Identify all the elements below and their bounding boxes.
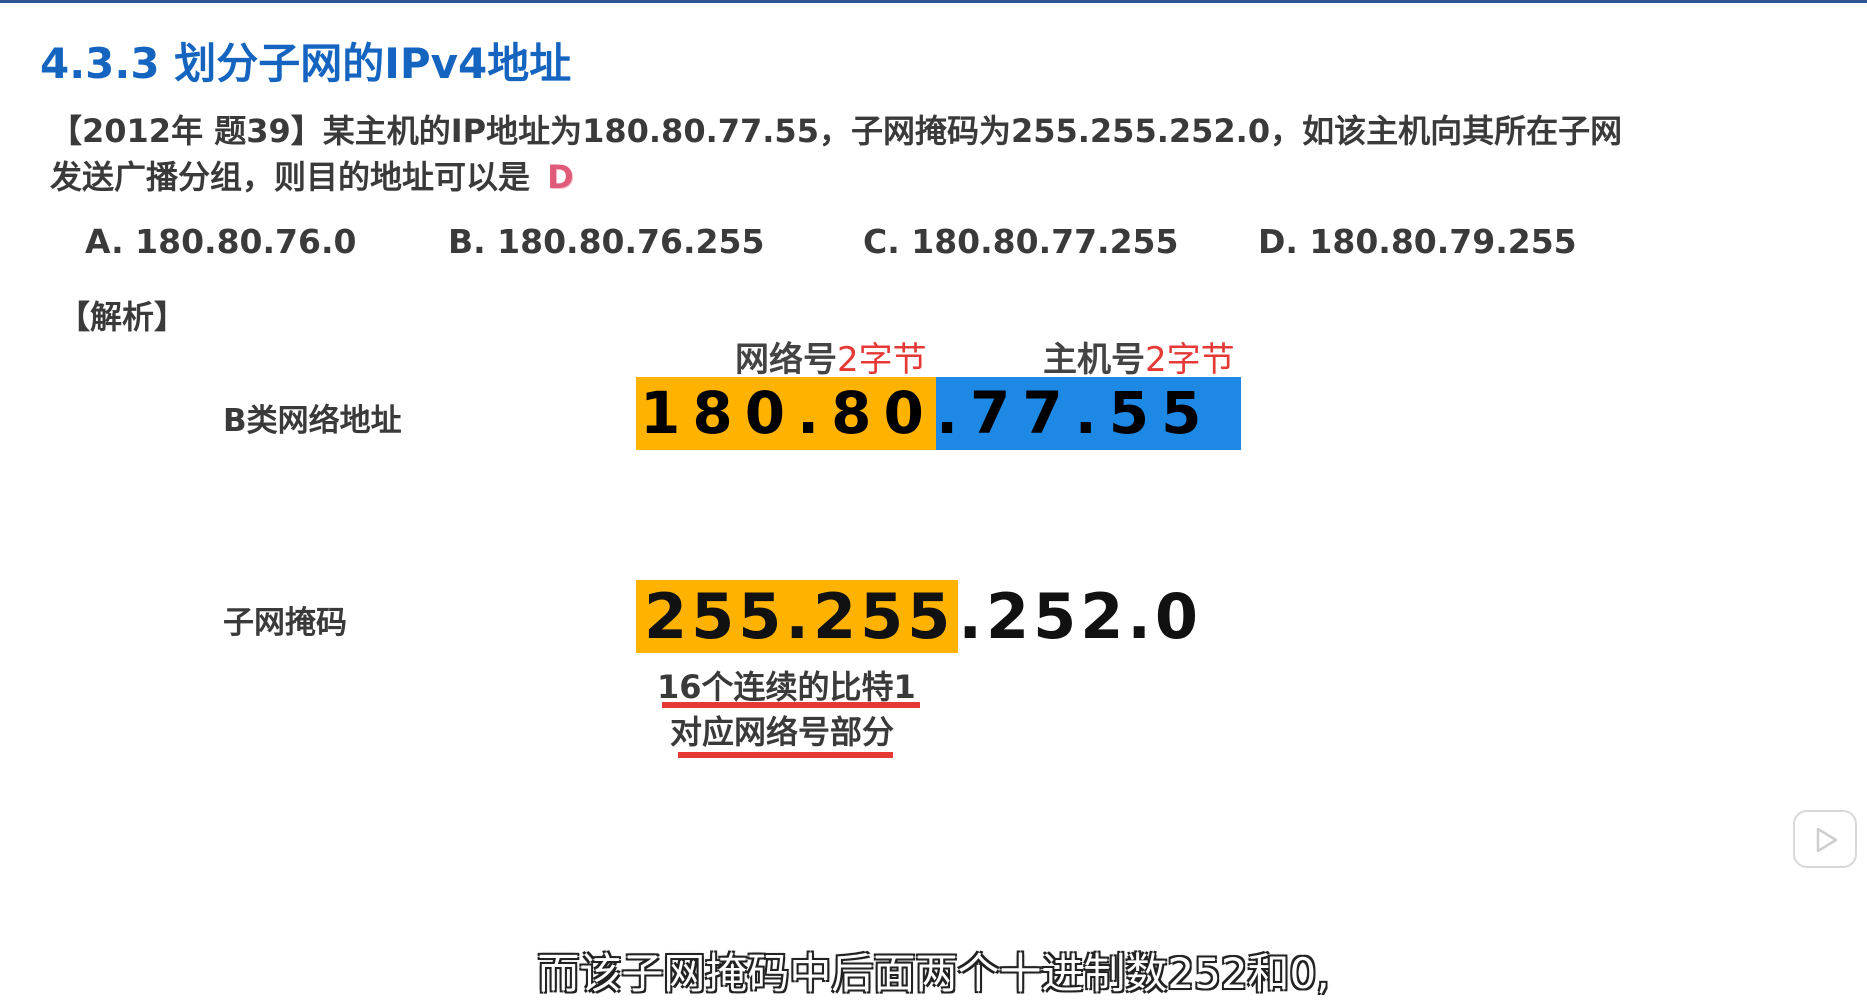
option-a: A. 180.80.76.0 bbox=[85, 222, 357, 261]
network-number-label: 网络号2字节 bbox=[735, 332, 927, 381]
mask-network-part: 255.255 bbox=[636, 580, 959, 653]
subnet-mask-display: 255.255 .252.0 bbox=[636, 580, 1202, 653]
ip-address-display: 180.80 .77.55 bbox=[636, 377, 1241, 450]
host-number-label: 主机号2字节 bbox=[1043, 332, 1235, 381]
answer-letter: D bbox=[547, 158, 574, 196]
options-row: A. 180.80.76.0 B. 180.80.76.255 C. 180.8… bbox=[0, 222, 1867, 272]
mask-rest-part: .252.0 bbox=[958, 580, 1203, 653]
network-bytes-text: 2字节 bbox=[837, 340, 927, 380]
video-subtitle: 而该子网掩码中后面两个十进制数252和0, bbox=[537, 949, 1330, 998]
mask-note-2: 对应网络号部分 bbox=[670, 713, 895, 751]
question-line-2: 发送广播分组，则目的地址可以是 bbox=[50, 158, 531, 196]
host-bytes-text: 2字节 bbox=[1145, 340, 1235, 380]
ip-host-part: .77.55 bbox=[936, 377, 1241, 450]
option-d: D. 180.80.79.255 bbox=[1258, 222, 1577, 261]
network-number-text: 网络号 bbox=[735, 340, 837, 380]
note-2-underline bbox=[678, 752, 893, 758]
option-b: B. 180.80.76.255 bbox=[448, 222, 765, 261]
class-b-address-label: B类网络地址 bbox=[223, 403, 402, 439]
option-c: C. 180.80.77.255 bbox=[863, 222, 1179, 261]
host-number-text: 主机号 bbox=[1043, 340, 1145, 380]
ip-network-part: 180.80 bbox=[636, 377, 936, 450]
slide-title: 4.3.3 划分子网的IPv4地址 bbox=[40, 39, 572, 88]
mask-note-1: 16个连续的比特1 bbox=[657, 668, 916, 706]
question-text: 【2012年 题39】某主机的IP地址为180.80.77.55，子网掩码为25… bbox=[50, 108, 1690, 200]
note-1-underline bbox=[662, 702, 920, 708]
question-line-1: 【2012年 题39】某主机的IP地址为180.80.77.55，子网掩码为25… bbox=[50, 112, 1623, 150]
subnet-mask-label: 子网掩码 bbox=[223, 605, 347, 641]
top-border bbox=[0, 0, 1867, 3]
play-button[interactable] bbox=[1793, 810, 1857, 868]
play-icon bbox=[1816, 827, 1838, 853]
analysis-label: 【解析】 bbox=[58, 298, 187, 336]
